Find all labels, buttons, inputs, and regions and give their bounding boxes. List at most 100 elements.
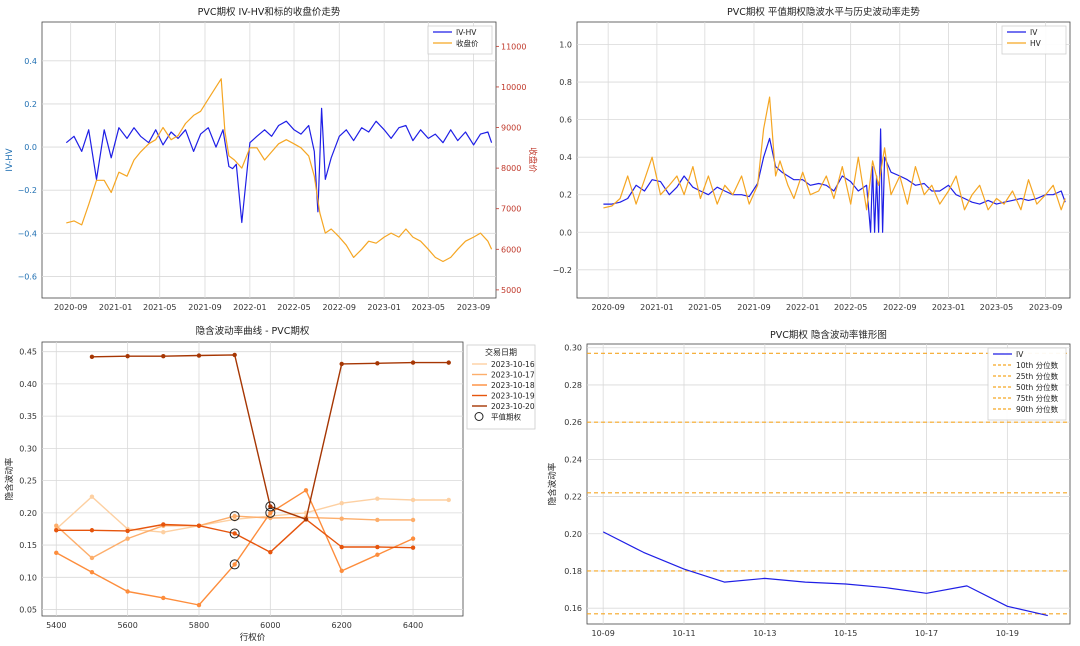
- p3-atm-marker: [265, 501, 276, 512]
- p3-point: [125, 589, 130, 594]
- p3-point: [54, 528, 59, 533]
- p4-ytick-label: 0.26: [564, 418, 582, 427]
- p1-xtick-label: 2021-05: [143, 303, 176, 312]
- p1-y2tick-label: 11000: [501, 42, 526, 51]
- p4-legend-label: 10th 分位数: [1016, 360, 1059, 370]
- p3-point: [410, 360, 416, 365]
- p1-y2tick-label: 9000: [501, 124, 521, 133]
- p4-xtick-label: 10-17: [915, 629, 938, 638]
- p4-ylabel: 隐含波动率: [547, 462, 558, 505]
- p4-xtick-label: 10-13: [753, 629, 776, 638]
- p1-xtick-label: 2022-01: [233, 303, 266, 312]
- p3-point: [410, 536, 416, 541]
- p3-xtick-label: 6400: [403, 621, 423, 630]
- p4-legend-label: IV: [1016, 350, 1024, 359]
- p4-title: PVC期权 隐含波动率锥形图: [770, 329, 887, 341]
- p4-legend-box: [987, 347, 1067, 421]
- p2-xtick-label: 2021-05: [688, 303, 721, 312]
- p1-y2tick-label: 6000: [501, 245, 521, 254]
- p3-xtick-label: 6200: [332, 621, 352, 630]
- p3-ytick-label: 0.25: [19, 477, 37, 486]
- p3-ylabel: 隐含波动率: [4, 457, 15, 500]
- p4-ytick-label: 0.24: [564, 455, 582, 464]
- p3-point: [125, 528, 130, 534]
- p2-xtick-label: 2022-09: [883, 303, 916, 312]
- p3-point: [375, 496, 380, 501]
- p3-point: [161, 353, 166, 359]
- p3-point: [89, 354, 95, 360]
- p2-ytick-label: 0.2: [559, 191, 572, 200]
- p1-legend-box: [427, 25, 493, 55]
- p3-atm-marker: [265, 507, 276, 518]
- p2-ytick-label: 0.6: [559, 116, 572, 125]
- p4-ytick-label: 0.28: [564, 381, 582, 390]
- p2-ytick-label: 0.8: [559, 78, 572, 87]
- chart-p4: PVC期权 隐含波动率锥形图 0.16 0.18 0.20 0.22 0.24 0.26 0.…: [547, 329, 1071, 638]
- p2-legend-label: IV: [1030, 28, 1038, 37]
- p3-point: [268, 515, 273, 521]
- p3-legend-label: 2023-10-17: [491, 371, 535, 380]
- p4-xtick-label: 10-19: [996, 629, 1019, 638]
- p3-xtick-label: 6000: [260, 621, 280, 630]
- p1-ylabel: IV-HV: [5, 148, 15, 171]
- p2-xtick-label: 2021-01: [640, 303, 673, 312]
- p1-ylabel-right: 收盘价: [527, 147, 538, 173]
- p4-ytick-label: 0.16: [564, 604, 582, 613]
- p2-series-line-1: [603, 96, 1066, 211]
- p1-xtick-label: 2023-01: [367, 303, 400, 312]
- p2-title: PVC期权 平值期权隐波水平与历史波动率走势: [727, 6, 920, 18]
- p1-y2tick-label: 5000: [501, 286, 521, 295]
- p3-point: [410, 545, 416, 550]
- chart-p3: 隐含波动率曲线 - PVC期权 0.05 0.10 0.15 0.20 0.25 0.30 0…: [4, 325, 536, 643]
- chart-p2: PVC期权 平值期权隐波水平与历史波动率走势 −0.2 0.0 0.2 0.4 0.6 0.…: [553, 6, 1071, 312]
- p3-point: [232, 531, 237, 536]
- p3-point: [196, 523, 202, 528]
- p4-ytick-label: 0.30: [564, 344, 582, 353]
- p4-legend-label: 75th 分位数: [1016, 393, 1059, 403]
- p3-point: [125, 353, 130, 359]
- p3-point: [54, 550, 59, 556]
- p2-xtick-label: 2021-09: [737, 303, 770, 312]
- p4-ytick-label: 0.20: [564, 530, 582, 539]
- p3-ytick-label: 0.10: [19, 573, 37, 582]
- p1-y2tick-label: 8000: [501, 164, 521, 173]
- p2-xtick-label: 2023-05: [980, 303, 1013, 312]
- p3-point: [89, 528, 95, 533]
- p3-point: [375, 361, 380, 366]
- p4-ytick-label: 0.18: [564, 567, 582, 576]
- p3-point: [89, 555, 95, 561]
- p3-point: [446, 360, 451, 365]
- p1-series-line-0: [65, 107, 493, 224]
- p3-ytick-label: 0.20: [19, 509, 37, 518]
- p3-point: [339, 516, 344, 521]
- p3-xtick-label: 5400: [46, 621, 66, 630]
- p3-xlabel: 行权价: [240, 632, 266, 643]
- p3-legend-box: [466, 344, 536, 430]
- p1-ytick-label: 0.0: [24, 143, 37, 152]
- p3-atm-marker: [229, 528, 240, 539]
- p3-point: [303, 517, 309, 522]
- p1-xtick-label: 2023-05: [412, 303, 445, 312]
- p1-ytick-label: 0.4: [24, 57, 37, 66]
- p3-ytick-label: 0.40: [19, 380, 37, 389]
- p2-series-line-0: [603, 128, 1066, 233]
- p3-legend-label: 2023-10-18: [491, 381, 535, 390]
- p3-point: [232, 513, 237, 519]
- p3-point: [268, 510, 273, 516]
- p3-point: [161, 529, 166, 535]
- p1-series-line-1: [66, 78, 493, 263]
- p2-legend-label: HV: [1030, 39, 1042, 48]
- p3-atm-marker: [229, 559, 240, 570]
- p4-xtick-label: 10-15: [834, 629, 857, 638]
- p3-point: [196, 602, 202, 608]
- p1-ytick-label: −0.6: [18, 272, 37, 281]
- p3-point: [339, 361, 344, 367]
- p1-xtick-label: 2022-05: [277, 303, 310, 312]
- p4-ytick-label: 0.22: [564, 493, 582, 502]
- p3-atm-marker: [229, 511, 240, 522]
- p2-plot-area: [576, 21, 1071, 299]
- p3-point: [339, 544, 344, 550]
- p3-point: [89, 494, 95, 499]
- p1-xtick-label: 2021-09: [188, 303, 221, 312]
